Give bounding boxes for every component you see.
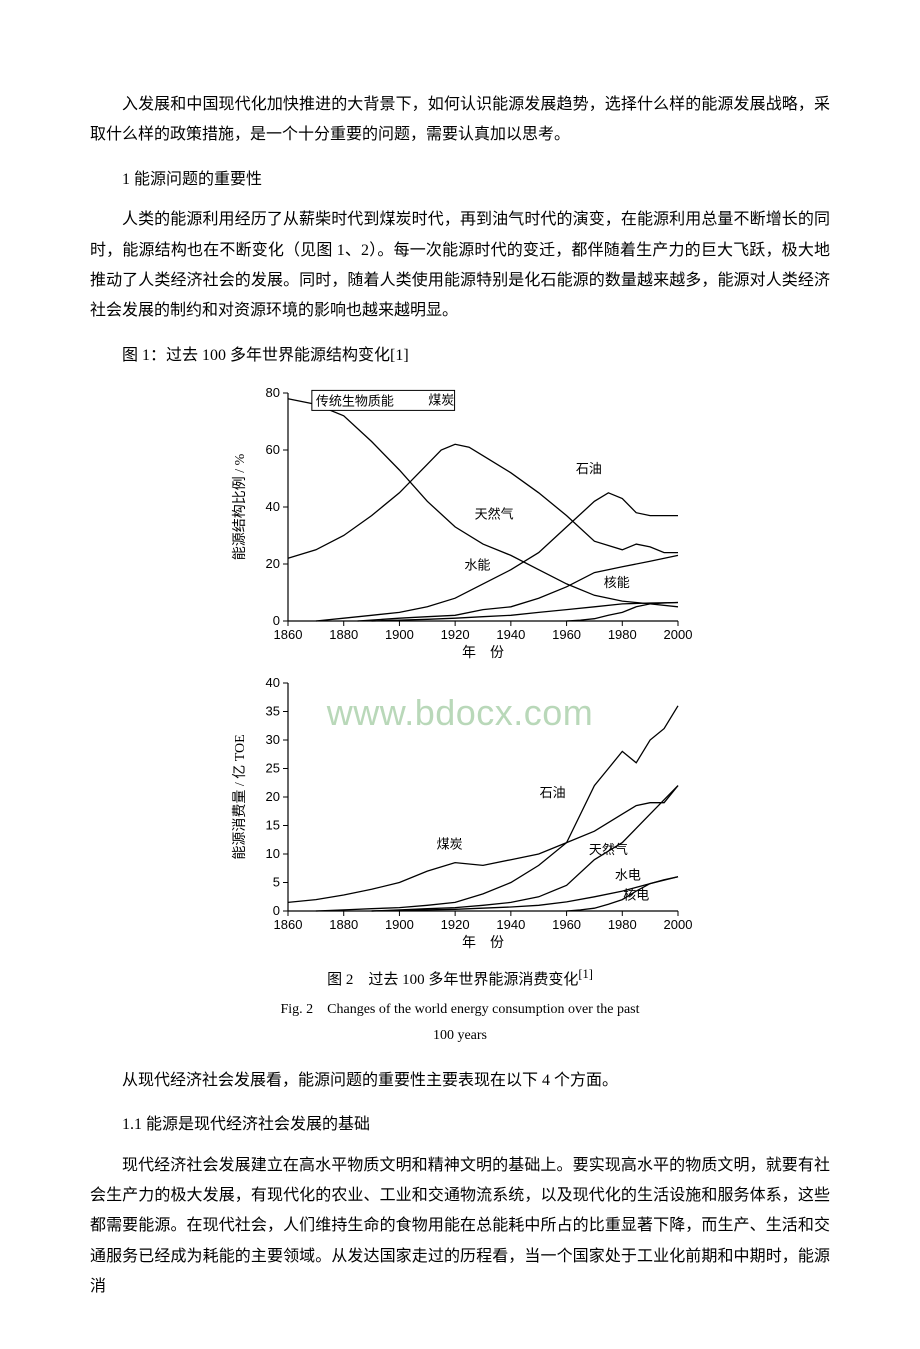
fig2-caption-sup: [1] — [578, 967, 593, 981]
svg-text:核电: 核电 — [623, 888, 649, 903]
heading-1-1: 1.1 能源是现代经济社会发展的基础 — [90, 1110, 830, 1140]
svg-text:0: 0 — [273, 903, 280, 918]
fig2-caption-cn: 图 2 过去 100 多年世界能源消费变化 — [327, 972, 578, 988]
svg-text:年: 年 — [462, 645, 476, 661]
svg-text:1860: 1860 — [274, 627, 303, 642]
figure-2-caption: 图 2 过去 100 多年世界能源消费变化[1] Fig. 2 Changes … — [280, 963, 639, 1050]
svg-text:份: 份 — [490, 645, 504, 661]
svg-text:年: 年 — [462, 935, 476, 951]
fig2-caption-en-line2: 100 years — [280, 1023, 639, 1050]
svg-text:1900: 1900 — [385, 627, 414, 642]
svg-text:20: 20 — [266, 556, 280, 571]
svg-text:1980: 1980 — [608, 917, 637, 932]
svg-text:水电: 水电 — [615, 868, 641, 883]
svg-text:能源消费量 / 亿 TOE: 能源消费量 / 亿 TOE — [232, 734, 248, 859]
svg-text:2000: 2000 — [664, 917, 693, 932]
svg-text:天然气: 天然气 — [475, 507, 514, 522]
svg-text:1920: 1920 — [441, 917, 470, 932]
figure-1-chart: 0 20 40 60 80 1860 1880 1900 1920 1940 1960 1980 200… — [220, 379, 700, 669]
svg-text:能源结构比例 / %: 能源结构比例 / % — [232, 454, 248, 561]
svg-text:1960: 1960 — [552, 917, 581, 932]
intro-paragraph: 入发展和中国现代化加快推进的大背景下，如何认识能源发展趋势，选择什么样的能源发展… — [90, 90, 830, 151]
svg-text:10: 10 — [266, 846, 280, 861]
svg-text:1960: 1960 — [552, 627, 581, 642]
svg-text:天然气: 天然气 — [589, 842, 628, 857]
paragraph-2: 从现代经济社会发展看，能源问题的重要性主要表现在以下 4 个方面。 — [90, 1066, 830, 1096]
svg-text:1940: 1940 — [496, 917, 525, 932]
svg-text:煤炭: 煤炭 — [428, 393, 454, 408]
svg-text:1860: 1860 — [274, 917, 303, 932]
figure-2-chart: 0 5 10 15 20 25 30 35 40 1860 1880 1900 1920 1940 1960… — [220, 669, 700, 959]
svg-text:石油: 石油 — [576, 461, 602, 476]
svg-text:60: 60 — [266, 442, 280, 457]
svg-text:80: 80 — [266, 385, 280, 400]
svg-text:15: 15 — [266, 818, 280, 833]
heading-1: 1 能源问题的重要性 — [90, 165, 830, 195]
svg-text:水能: 水能 — [464, 558, 490, 573]
fig2-caption-en-line1: Fig. 2 Changes of the world energy consu… — [280, 997, 639, 1024]
svg-text:40: 40 — [266, 499, 280, 514]
svg-text:1980: 1980 — [608, 627, 637, 642]
svg-text:1920: 1920 — [441, 627, 470, 642]
figure-1-label: 图 1：过去 100 多年世界能源结构变化[1] — [90, 341, 830, 371]
svg-text:1880: 1880 — [329, 917, 358, 932]
svg-text:石油: 石油 — [540, 785, 566, 800]
svg-text:传统生物质能: 传统生物质能 — [316, 394, 394, 409]
svg-text:20: 20 — [266, 789, 280, 804]
paragraph-1: 人类的能源利用经历了从薪柴时代到煤炭时代，再到油气时代的演变，在能源利用总量不断… — [90, 205, 830, 327]
svg-text:5: 5 — [273, 875, 280, 890]
svg-text:1940: 1940 — [496, 627, 525, 642]
svg-text:2000: 2000 — [664, 627, 693, 642]
svg-text:1880: 1880 — [329, 627, 358, 642]
svg-text:30: 30 — [266, 732, 280, 747]
svg-text:核能: 核能 — [604, 575, 630, 590]
svg-text:0: 0 — [273, 613, 280, 628]
svg-text:煤炭: 煤炭 — [437, 836, 463, 851]
svg-text:1900: 1900 — [385, 917, 414, 932]
figures-container: www.bdocx.com 02040608018601880190019201… — [90, 379, 830, 1050]
svg-text:25: 25 — [266, 761, 280, 776]
svg-text:35: 35 — [266, 704, 280, 719]
paragraph-3: 现代经济社会发展建立在高水平物质文明和精神文明的基础上。要实现高水平的物质文明，… — [90, 1151, 830, 1303]
svg-text:份: 份 — [490, 935, 504, 951]
svg-text:40: 40 — [266, 675, 280, 690]
